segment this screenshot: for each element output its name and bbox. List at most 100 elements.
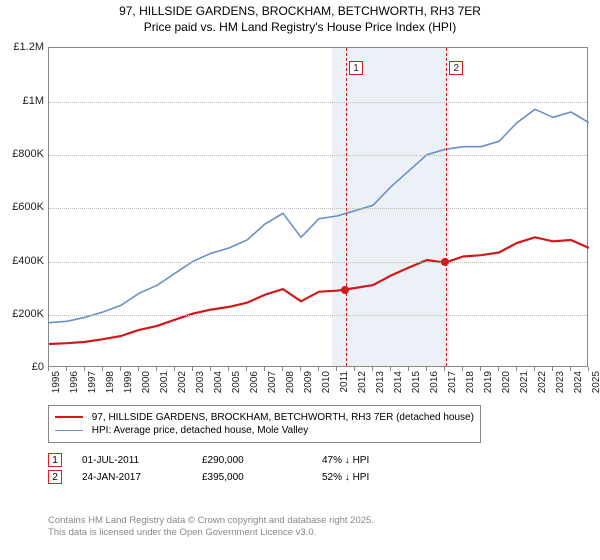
x-axis-label: 2003 bbox=[195, 371, 206, 393]
x-axis-label: 2020 bbox=[501, 371, 512, 393]
x-tick bbox=[444, 367, 445, 371]
x-axis-label: 2025 bbox=[591, 371, 600, 393]
x-tick bbox=[102, 367, 103, 371]
sale-delta: 52% ↓ HPI bbox=[322, 472, 442, 483]
legend-row-hpi: HPI: Average price, detached house, Mole… bbox=[55, 425, 474, 436]
x-axis-label: 1995 bbox=[51, 371, 62, 393]
x-axis-label: 2016 bbox=[429, 371, 440, 393]
x-tick bbox=[588, 367, 589, 371]
x-axis-label: 2024 bbox=[573, 371, 584, 393]
x-tick bbox=[480, 367, 481, 371]
paid-line bbox=[49, 237, 589, 344]
x-tick bbox=[138, 367, 139, 371]
sale-delta: 47% ↓ HPI bbox=[322, 455, 442, 466]
x-tick bbox=[372, 367, 373, 371]
x-axis-label: 2015 bbox=[411, 371, 422, 393]
x-axis-label: 2014 bbox=[393, 371, 404, 393]
x-axis-label: 2001 bbox=[159, 371, 170, 393]
chart-title: 97, HILLSIDE GARDENS, BROCKHAM, BETCHWOR… bbox=[0, 0, 600, 37]
swatch-paid bbox=[55, 416, 83, 418]
legend-row-paid: 97, HILLSIDE GARDENS, BROCKHAM, BETCHWOR… bbox=[55, 412, 474, 423]
grid-line bbox=[49, 102, 587, 103]
footer-line1: Contains HM Land Registry data © Crown c… bbox=[48, 515, 374, 527]
x-axis-label: 2009 bbox=[303, 371, 314, 393]
x-axis-label: 1998 bbox=[105, 371, 116, 393]
x-tick bbox=[336, 367, 337, 371]
x-axis-label: 2002 bbox=[177, 371, 188, 393]
x-tick bbox=[66, 367, 67, 371]
x-tick bbox=[570, 367, 571, 371]
sale-number-box: 1 bbox=[48, 453, 62, 467]
sale-price: £290,000 bbox=[202, 455, 322, 466]
x-axis-label: 2004 bbox=[213, 371, 224, 393]
x-axis-label: 2023 bbox=[555, 371, 566, 393]
y-axis-label: £600K bbox=[12, 201, 44, 213]
grid-line bbox=[49, 315, 587, 316]
x-tick bbox=[534, 367, 535, 371]
x-tick bbox=[300, 367, 301, 371]
sale-date: 24-JAN-2017 bbox=[82, 472, 202, 483]
x-tick bbox=[408, 367, 409, 371]
x-tick bbox=[174, 367, 175, 371]
x-tick bbox=[84, 367, 85, 371]
x-tick bbox=[552, 367, 553, 371]
x-tick bbox=[318, 367, 319, 371]
x-tick bbox=[516, 367, 517, 371]
x-tick bbox=[210, 367, 211, 371]
chart-area: £0£200K£400K£600K£800K£1M£1.2M1995199619… bbox=[0, 37, 600, 427]
x-tick bbox=[426, 367, 427, 371]
x-tick bbox=[48, 367, 49, 371]
grid-line bbox=[49, 208, 587, 209]
x-tick bbox=[246, 367, 247, 371]
license-footer: Contains HM Land Registry data © Crown c… bbox=[48, 515, 374, 540]
y-axis-label: £1M bbox=[23, 95, 44, 107]
grid-line bbox=[49, 262, 587, 263]
sale-marker-line bbox=[446, 48, 447, 366]
x-tick bbox=[282, 367, 283, 371]
sale-marker-dot bbox=[341, 286, 349, 294]
x-axis-label: 2018 bbox=[465, 371, 476, 393]
x-axis-label: 2011 bbox=[339, 371, 350, 393]
x-axis-label: 2019 bbox=[483, 371, 494, 393]
x-axis-label: 2000 bbox=[141, 371, 152, 393]
title-line1: 97, HILLSIDE GARDENS, BROCKHAM, BETCHWOR… bbox=[0, 4, 600, 20]
series-legend: 97, HILLSIDE GARDENS, BROCKHAM, BETCHWOR… bbox=[48, 405, 481, 443]
sale-number-box: 2 bbox=[48, 470, 62, 484]
y-axis-label: £200K bbox=[12, 308, 44, 320]
x-tick bbox=[462, 367, 463, 371]
x-axis-label: 1997 bbox=[87, 371, 98, 393]
y-axis-label: £0 bbox=[32, 361, 44, 373]
title-line2: Price paid vs. HM Land Registry's House … bbox=[0, 20, 600, 36]
sale-price: £395,000 bbox=[202, 472, 322, 483]
grid-line bbox=[49, 155, 587, 156]
x-axis-label: 2006 bbox=[249, 371, 260, 393]
x-tick bbox=[498, 367, 499, 371]
sale-marker-number: 2 bbox=[449, 61, 463, 75]
x-tick bbox=[354, 367, 355, 371]
sale-row: 2 24-JAN-2017£395,00052% ↓ HPI bbox=[48, 470, 588, 484]
sale-marker-number: 1 bbox=[349, 61, 363, 75]
x-axis-label: 2012 bbox=[357, 371, 368, 393]
legend-and-sales: 97, HILLSIDE GARDENS, BROCKHAM, BETCHWOR… bbox=[48, 405, 588, 487]
footer-line2: This data is licensed under the Open Gov… bbox=[48, 527, 374, 539]
sale-row: 101-JUL-2011£290,00047% ↓ HPI bbox=[48, 453, 588, 467]
x-axis-label: 2007 bbox=[267, 371, 278, 393]
x-tick bbox=[390, 367, 391, 371]
x-axis-label: 1999 bbox=[123, 371, 134, 393]
legend-label-hpi: HPI: Average price, detached house, Mole… bbox=[92, 425, 308, 436]
x-axis-label: 2008 bbox=[285, 371, 296, 393]
x-tick bbox=[192, 367, 193, 371]
x-axis-label: 2010 bbox=[321, 371, 332, 393]
y-axis-label: £1.2M bbox=[13, 41, 44, 53]
x-tick bbox=[228, 367, 229, 371]
x-tick bbox=[120, 367, 121, 371]
x-axis-label: 2017 bbox=[447, 371, 458, 393]
swatch-hpi bbox=[55, 430, 83, 431]
x-axis-label: 2005 bbox=[231, 371, 242, 393]
y-axis-label: £400K bbox=[12, 255, 44, 267]
x-tick bbox=[156, 367, 157, 371]
x-axis-label: 2022 bbox=[537, 371, 548, 393]
x-tick bbox=[264, 367, 265, 371]
sale-marker-dot bbox=[441, 258, 449, 266]
sale-marker-line bbox=[346, 48, 347, 366]
